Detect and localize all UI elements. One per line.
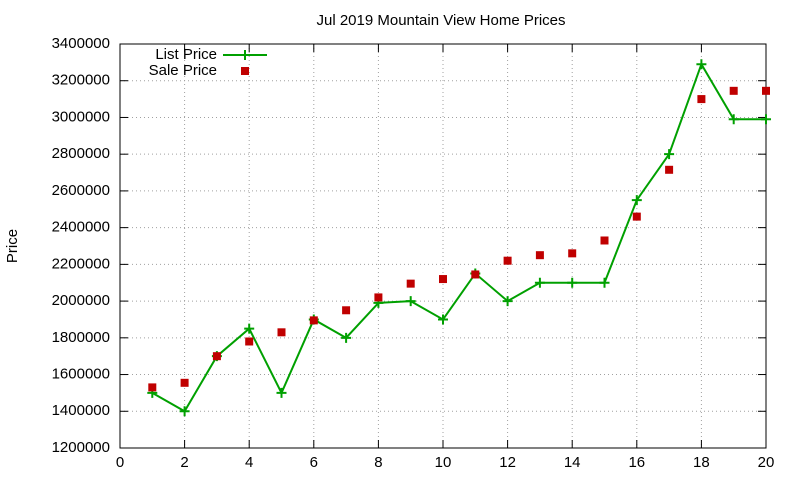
legend-swatch — [240, 50, 250, 60]
x-tick-label: 16 — [628, 454, 645, 471]
point-marker — [438, 314, 448, 325]
point-marker — [277, 328, 286, 337]
x-tick-label: 0 — [116, 454, 124, 471]
point-marker — [148, 383, 157, 392]
point-marker — [342, 306, 351, 315]
point-marker — [761, 114, 771, 125]
x-tick-label: 2 — [180, 454, 188, 471]
point-marker — [728, 114, 739, 125]
point-marker — [245, 337, 254, 346]
point-marker — [374, 293, 383, 302]
point-marker — [244, 323, 255, 334]
y-tick-label: 2600000 — [52, 182, 110, 199]
y-tick-label: 3200000 — [52, 72, 110, 89]
point-marker — [729, 86, 738, 95]
y-axis-label: Price — [4, 229, 21, 263]
plot-border — [119, 43, 767, 449]
y-tick-label: 1800000 — [52, 329, 110, 346]
x-tick-label: 18 — [693, 454, 710, 471]
point-marker — [276, 387, 287, 398]
legend-swatch — [241, 67, 249, 75]
point-marker — [600, 236, 609, 245]
legend-label: List Price — [155, 46, 217, 63]
point-marker — [568, 249, 577, 258]
x-tick-label: 4 — [245, 454, 253, 471]
x-tick-label: 14 — [564, 454, 581, 471]
point-marker — [439, 275, 447, 284]
y-tick-label: 2000000 — [52, 292, 110, 309]
y-tick-label: 3000000 — [52, 108, 110, 125]
point-marker — [696, 59, 707, 70]
point-marker — [341, 332, 352, 343]
point-marker — [535, 251, 544, 260]
x-tick-label: 8 — [374, 454, 382, 471]
x-tick-label: 20 — [758, 454, 775, 471]
point-marker — [502, 296, 513, 307]
point-marker — [762, 86, 770, 95]
point-marker — [180, 378, 189, 387]
y-tick-label: 1400000 — [52, 402, 110, 419]
point-marker — [697, 95, 706, 104]
y-tick-label: 2200000 — [52, 255, 110, 272]
data-line — [151, 61, 766, 413]
point-marker — [212, 352, 221, 361]
y-tick-label: 2800000 — [52, 145, 110, 162]
point-marker — [406, 279, 415, 288]
chart-title: Jul 2019 Mountain View Home Prices — [316, 12, 565, 29]
point-marker — [405, 296, 416, 307]
point-marker — [664, 149, 675, 160]
point-marker — [179, 406, 190, 417]
y-tick-label: 1600000 — [52, 366, 110, 383]
point-marker — [632, 212, 641, 221]
x-tick-label: 10 — [435, 454, 452, 471]
x-tick-label: 12 — [499, 454, 516, 471]
point-marker — [665, 165, 674, 174]
point-marker — [599, 277, 610, 288]
y-tick-label: 1200000 — [52, 439, 110, 456]
y-tick-label: 3400000 — [52, 35, 110, 52]
point-marker — [631, 195, 642, 206]
point-marker — [567, 277, 578, 288]
x-tick-label: 6 — [310, 454, 318, 471]
point-marker — [534, 277, 545, 288]
point-marker — [309, 316, 318, 325]
point-marker — [503, 256, 512, 265]
legend-label: Sale Price — [149, 62, 217, 79]
y-tick-label: 2400000 — [52, 219, 110, 236]
point-marker — [471, 270, 480, 279]
